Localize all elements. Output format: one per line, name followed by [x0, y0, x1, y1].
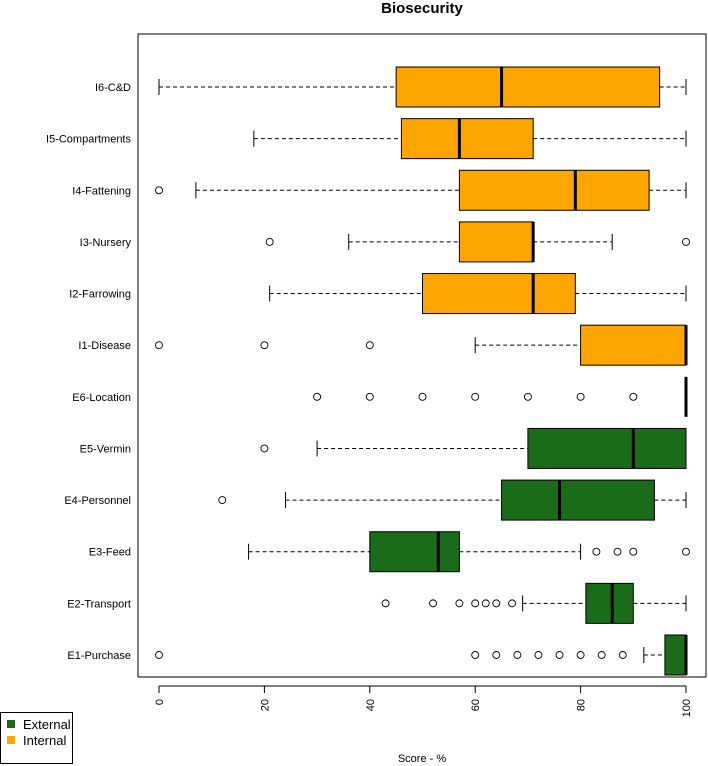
box-group: I1-Disease	[78, 324, 688, 366]
outlier-point	[513, 651, 522, 659]
outlier-point	[481, 599, 490, 608]
outlier-point	[618, 651, 627, 659]
outlier-point	[155, 341, 163, 350]
x-axis-label: Score - %	[398, 753, 447, 765]
outlier-point	[534, 651, 543, 659]
iqr-box	[580, 324, 687, 366]
outlier-point	[471, 392, 480, 401]
outlier-point	[260, 444, 269, 453]
outlier-point	[155, 186, 163, 195]
iqr-box	[400, 118, 534, 160]
x-tick-label: 0	[154, 699, 166, 705]
box-group: I4-Fattening	[72, 169, 687, 211]
iqr-box	[369, 531, 460, 573]
chart-title: Biosecurity	[381, 0, 463, 17]
outlier-point	[260, 341, 269, 350]
category-label: I3-Nursery	[80, 237, 132, 249]
category-label: I6-C&D	[95, 82, 131, 94]
outlier-point	[597, 651, 606, 659]
outlier-point	[429, 599, 437, 608]
category-label: E3-Feed	[89, 547, 131, 559]
category-label: E6-Location	[72, 392, 131, 404]
legend-item-external: External	[7, 716, 71, 732]
iqr-box	[422, 273, 576, 315]
iqr-box	[527, 427, 687, 469]
x-tick-label: 40	[365, 699, 377, 711]
category-label: I4-Fattening	[72, 185, 131, 197]
plot-frame	[137, 33, 707, 678]
outlier-point	[313, 392, 322, 401]
outlier-point	[218, 496, 227, 505]
legend-swatch-external	[7, 720, 15, 728]
box-group: E1-Purchase	[67, 634, 688, 676]
outlier-point	[418, 392, 427, 401]
legend: External Internal	[0, 712, 73, 764]
iqr-box	[585, 582, 634, 624]
outlier-point	[471, 651, 480, 659]
chart-marks: E1-Purchase E2-Transport E3-Feed E4-Personn…	[46, 66, 690, 676]
outlier-point	[629, 392, 638, 401]
outlier-point	[682, 547, 690, 556]
iqr-box	[458, 169, 650, 211]
iqr-box	[458, 221, 534, 263]
outlier-point	[492, 651, 501, 659]
box-group: I3-Nursery	[80, 221, 690, 263]
category-label: I1-Disease	[78, 340, 131, 352]
outlier-point	[629, 547, 638, 556]
box-group: E5-Vermin	[80, 427, 687, 469]
outlier-point	[613, 547, 622, 556]
x-tick-label: 20	[259, 699, 271, 711]
category-label: E4-Personnel	[64, 495, 131, 507]
box-group: E3-Feed	[89, 531, 690, 573]
box-group: E6-Location	[72, 376, 688, 417]
iqr-box	[664, 634, 687, 676]
x-tick-label: 100	[681, 699, 693, 717]
x-axis: 0 20 40 60 80 100	[154, 685, 693, 717]
category-label: E5-Vermin	[80, 443, 131, 455]
outlier-point	[508, 599, 517, 608]
category-label: E1-Purchase	[67, 650, 131, 662]
category-label: E2-Transport	[67, 598, 131, 610]
outlier-point	[265, 237, 274, 246]
outlier-point	[455, 599, 464, 608]
outlier-point	[365, 392, 374, 401]
outlier-point	[682, 237, 690, 246]
outlier-point	[155, 651, 163, 659]
outlier-point	[523, 392, 532, 401]
outlier-point	[492, 599, 501, 608]
legend-swatch-internal	[7, 736, 15, 744]
iqr-box	[501, 479, 655, 521]
category-label: I2-Farrowing	[69, 289, 131, 301]
box-group: I5-Compartments	[46, 118, 687, 160]
category-label: I5-Compartments	[46, 134, 131, 146]
x-tick-label: 60	[470, 699, 482, 711]
box-group: E4-Personnel	[64, 479, 687, 521]
box-group: I2-Farrowing	[69, 273, 687, 315]
outlier-point	[592, 547, 601, 556]
outlier-point	[555, 651, 564, 659]
box-group: E2-Transport	[67, 582, 687, 624]
legend-item-internal: Internal	[7, 732, 66, 748]
outlier-point	[381, 599, 390, 608]
box-group: I6-C&D	[95, 66, 687, 108]
legend-label-external: External	[23, 716, 71, 732]
outlier-point	[576, 651, 585, 659]
outlier-point	[471, 599, 480, 608]
x-tick-label: 80	[576, 699, 588, 711]
outlier-point	[576, 392, 585, 401]
iqr-box	[395, 66, 661, 108]
legend-label-internal: Internal	[23, 732, 67, 748]
outlier-point	[365, 341, 374, 350]
